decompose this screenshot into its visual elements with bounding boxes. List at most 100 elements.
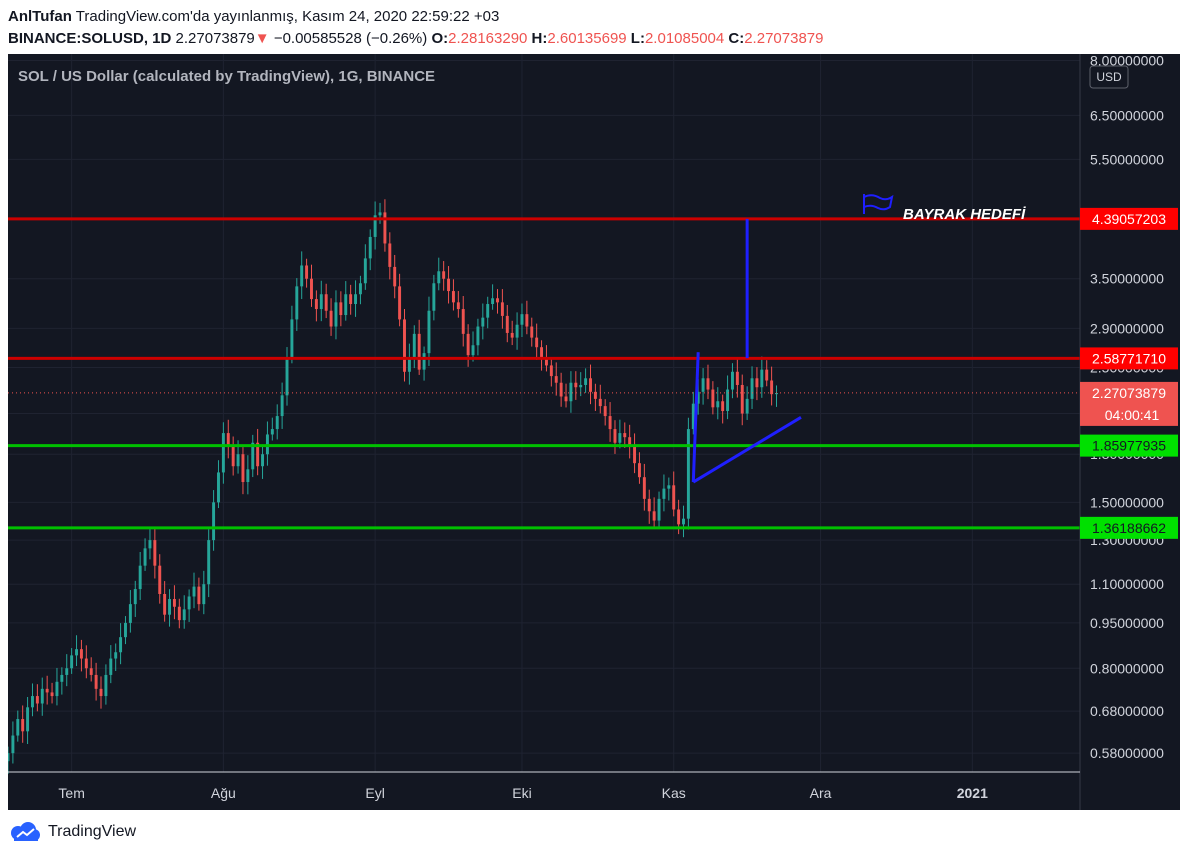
candle-body — [740, 384, 744, 414]
candle-body — [407, 357, 411, 372]
price-tick-label: 0.58000000 — [1090, 745, 1164, 761]
candle-body — [153, 540, 157, 566]
candle-body — [35, 696, 39, 704]
candle-body — [373, 215, 377, 237]
candle-body — [21, 719, 25, 732]
candle-body — [363, 258, 367, 284]
horizontal-levels[interactable] — [8, 217, 1080, 530]
candle-body — [437, 271, 441, 284]
candle-body — [535, 337, 539, 348]
candle-body — [319, 294, 323, 310]
candle-body — [310, 278, 313, 300]
high-label: H: — [531, 30, 548, 47]
candle-body — [598, 398, 602, 407]
candle-body — [89, 668, 93, 675]
candle-body — [618, 433, 622, 443]
candle-body — [163, 593, 167, 615]
candle-body — [99, 688, 103, 697]
candle-body — [515, 324, 519, 338]
candle-body — [593, 391, 597, 399]
time-tick-label: Ağu — [211, 785, 236, 801]
trend-drawings[interactable] — [691, 218, 802, 484]
time-tick-label: 2021 — [957, 785, 988, 801]
candle-body — [16, 719, 20, 736]
candle-body — [716, 401, 720, 408]
candle-body — [354, 294, 358, 305]
candle-body — [388, 243, 392, 267]
candle-body — [412, 333, 416, 358]
trend-line[interactable] — [692, 416, 802, 484]
candle-body — [285, 357, 289, 396]
target-annotation[interactable]: BAYRAK HEDEFİ — [903, 206, 1026, 223]
candle-body — [633, 445, 637, 464]
candle-body — [530, 326, 534, 338]
candle-body — [324, 294, 328, 311]
price-tick-label: 2.90000000 — [1090, 320, 1164, 336]
candle-body — [613, 429, 617, 443]
candle-body — [334, 302, 338, 327]
time-axis[interactable]: Tem Ağu Eyl Eki Kas Ara 2021 — [58, 785, 988, 801]
candle-body — [662, 488, 666, 499]
candle-body — [295, 286, 299, 320]
candle-body — [760, 369, 764, 388]
candle-body — [642, 477, 646, 499]
candle-body — [735, 371, 739, 385]
candle-body — [579, 384, 583, 388]
currency-label[interactable]: USD — [1096, 70, 1122, 84]
candle-body — [486, 304, 490, 318]
candle-body — [133, 589, 137, 605]
candle-body — [300, 265, 304, 287]
chart-header: AnlTufan TradingView.com'da yayınlanmış,… — [8, 6, 1188, 50]
price-change: −0.00585528 (−0.26%) — [273, 30, 428, 47]
brand-name: TradingView — [48, 823, 137, 840]
candle-body — [251, 442, 255, 470]
candle-body — [603, 406, 607, 417]
candle-body — [750, 378, 754, 399]
candle-body — [726, 389, 730, 412]
footer: TradingView — [8, 818, 136, 846]
author-name[interactable]: AnlTufan — [8, 8, 72, 25]
price-tick-label: 8.00000000 — [1090, 54, 1164, 69]
last-price: 2.27073879 — [175, 30, 255, 47]
time-tick-label: Eki — [512, 785, 531, 801]
candle-body — [45, 688, 49, 693]
candle-body — [706, 378, 710, 390]
candle-body — [500, 302, 504, 316]
candle-body — [574, 382, 578, 388]
candle-body — [40, 688, 44, 704]
candle-body — [403, 319, 406, 372]
candle-body — [55, 681, 59, 697]
candle-body — [476, 326, 480, 346]
candle-body — [667, 485, 671, 489]
low-label: L: — [630, 30, 645, 47]
candle-body — [114, 652, 118, 659]
candle-body — [50, 692, 54, 697]
price-axis[interactable]: 8.00000000 6.50000000 5.50000000 3.50000000… — [1090, 53, 1164, 762]
candles — [6, 199, 778, 775]
flag-icon[interactable] — [863, 194, 894, 214]
support-price-tag — [1080, 434, 1178, 457]
currency-badge[interactable] — [1089, 65, 1129, 89]
price-chart[interactable]: 8.00000000 6.50000000 5.50000000 3.50000000… — [6, 53, 1180, 810]
candle-body — [652, 511, 656, 521]
candle-body — [172, 599, 176, 607]
candle-body — [212, 502, 216, 541]
time-tick-label: Tem — [58, 785, 84, 801]
candle-body — [775, 392, 778, 395]
candle-body — [755, 378, 759, 388]
chart-panel[interactable]: 8.00000000 6.50000000 5.50000000 3.50000000… — [6, 53, 1180, 810]
candle-body — [290, 319, 294, 358]
close-value: 2.27073879 — [744, 30, 824, 47]
trend-line[interactable] — [691, 352, 700, 483]
candle-body — [60, 674, 64, 682]
candle-body — [745, 398, 749, 414]
candle-body — [686, 429, 690, 519]
candle-body — [466, 333, 470, 356]
candle-body — [246, 469, 250, 483]
candle-body — [192, 586, 196, 597]
candle-body — [138, 565, 142, 590]
header-line-1: AnlTufan TradingView.com'da yayınlanmış,… — [8, 6, 1188, 28]
candle-body — [682, 518, 685, 525]
candle-body — [442, 271, 446, 279]
candle-body — [6, 753, 10, 762]
